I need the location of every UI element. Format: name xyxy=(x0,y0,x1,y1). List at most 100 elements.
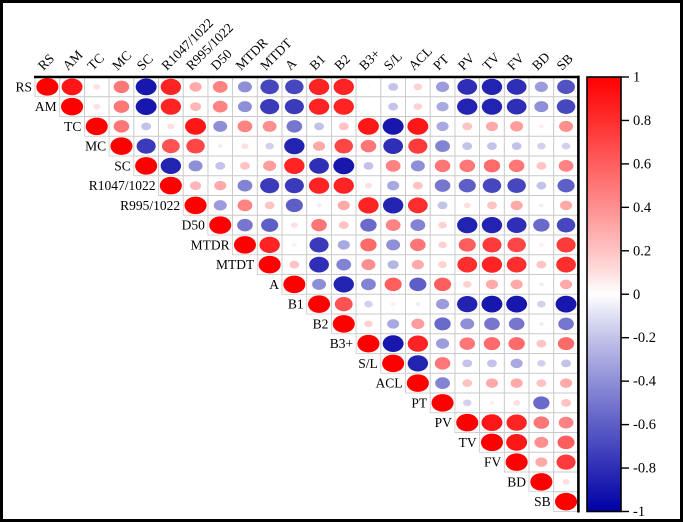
correlation-circle xyxy=(61,78,83,96)
row-label-D50: D50 xyxy=(182,218,205,233)
correlation-circle xyxy=(311,218,327,232)
correlation-circle xyxy=(436,101,449,112)
correlation-circle xyxy=(411,259,424,270)
row-label-R995/1022: R995/1022 xyxy=(120,198,180,213)
correlation-circle xyxy=(536,260,547,269)
correlation-circle xyxy=(190,181,202,191)
correlation-circle xyxy=(561,142,571,150)
correlation-circle xyxy=(284,178,304,194)
correlation-circle xyxy=(436,81,450,93)
correlation-circle xyxy=(407,197,428,214)
correlation-circle xyxy=(506,256,527,273)
col-label-SB: SB xyxy=(554,51,576,73)
correlation-circle xyxy=(387,319,400,329)
correlation-circle xyxy=(363,161,374,170)
correlation-circle xyxy=(410,219,426,232)
correlation-circle xyxy=(407,355,429,372)
correlation-circle xyxy=(338,221,349,230)
correlation-circle xyxy=(189,82,202,92)
correlation-circle xyxy=(333,98,354,115)
correlation-circle xyxy=(262,120,277,132)
correlation-circle xyxy=(407,335,429,352)
correlation-circle xyxy=(434,179,451,192)
correlation-circle xyxy=(559,378,573,388)
correlation-circle xyxy=(283,275,306,294)
correlation-circle xyxy=(410,160,425,172)
correlation-circle xyxy=(506,295,528,313)
correlation-circle xyxy=(536,339,547,348)
correlation-circle xyxy=(507,237,526,253)
row-label-TV: TV xyxy=(459,435,477,450)
correlation-circle xyxy=(93,103,101,110)
correlation-circle xyxy=(508,337,525,351)
correlation-circle xyxy=(556,99,576,114)
correlation-circle xyxy=(511,142,522,151)
correlation-circle xyxy=(506,217,527,233)
correlation-circle xyxy=(314,122,324,131)
correlation-circle xyxy=(459,337,476,350)
correlation-circle xyxy=(485,121,499,132)
colorbar-tick-label: -0.4 xyxy=(633,374,657,390)
correlation-circle xyxy=(258,255,281,274)
correlation-circle xyxy=(361,259,376,271)
correlation-circle xyxy=(558,416,574,429)
correlation-circle xyxy=(506,414,527,431)
correlation-circle xyxy=(538,242,544,247)
correlation-circle xyxy=(390,302,396,307)
correlation-circle xyxy=(237,101,252,113)
correlation-circle xyxy=(213,200,227,211)
correlation-circle xyxy=(237,199,253,212)
correlation-circle xyxy=(286,120,303,133)
col-label-PV: PV xyxy=(455,50,478,73)
col-label-BD: BD xyxy=(529,49,553,73)
correlation-circle xyxy=(212,100,228,113)
correlation-circle xyxy=(481,98,503,115)
correlation-circle xyxy=(337,200,350,211)
correlation-circle xyxy=(561,359,571,368)
correlation-circle xyxy=(312,278,327,290)
correlation-circle xyxy=(284,138,305,155)
col-label-B1: B1 xyxy=(307,51,329,73)
correlation-circle xyxy=(538,282,544,287)
row-label-MTDT: MTDT xyxy=(216,257,255,272)
correlation-circle xyxy=(536,379,547,388)
correlation-circle xyxy=(237,120,253,133)
correlation-circle xyxy=(537,142,546,150)
correlation-circle xyxy=(93,84,101,90)
colorbar-tick-label: 0.6 xyxy=(633,156,651,172)
colorbar-gradient xyxy=(586,76,622,513)
correlation-circle xyxy=(413,103,423,111)
correlation-circle xyxy=(360,238,377,252)
correlation-circle xyxy=(457,98,478,115)
correlation-circle xyxy=(458,238,476,252)
correlation-circle xyxy=(535,457,548,467)
correlation-circle xyxy=(487,201,497,210)
correlation-circle xyxy=(358,197,379,214)
correlation-circle xyxy=(308,177,330,194)
correlation-circle xyxy=(481,295,503,313)
correlation-circle xyxy=(555,295,577,313)
matrix-cell xyxy=(355,96,382,117)
correlation-circle xyxy=(383,138,404,154)
correlation-circle xyxy=(508,159,525,173)
correlation-circle xyxy=(538,203,544,208)
row-label-BD: BD xyxy=(507,474,526,489)
correlation-circle xyxy=(558,317,574,331)
colorbar-tick-label: 0.8 xyxy=(633,113,651,129)
correlation-circle xyxy=(556,237,576,253)
correlation-circle xyxy=(415,302,421,307)
correlation-circle xyxy=(433,277,452,292)
correlation-circle xyxy=(214,180,227,191)
correlation-circle xyxy=(366,85,371,89)
correlation-circle xyxy=(334,297,353,312)
correlation-circle xyxy=(285,79,304,95)
col-label-S/L: S/L xyxy=(381,49,405,73)
correlation-circle xyxy=(357,118,379,135)
correlation-circle xyxy=(462,280,472,288)
correlation-circle xyxy=(460,318,475,330)
correlation-circle xyxy=(312,141,326,151)
correlation-circle xyxy=(364,300,373,308)
correlation-circle xyxy=(388,82,399,91)
colorbar-tick-label: 1 xyxy=(633,70,640,86)
